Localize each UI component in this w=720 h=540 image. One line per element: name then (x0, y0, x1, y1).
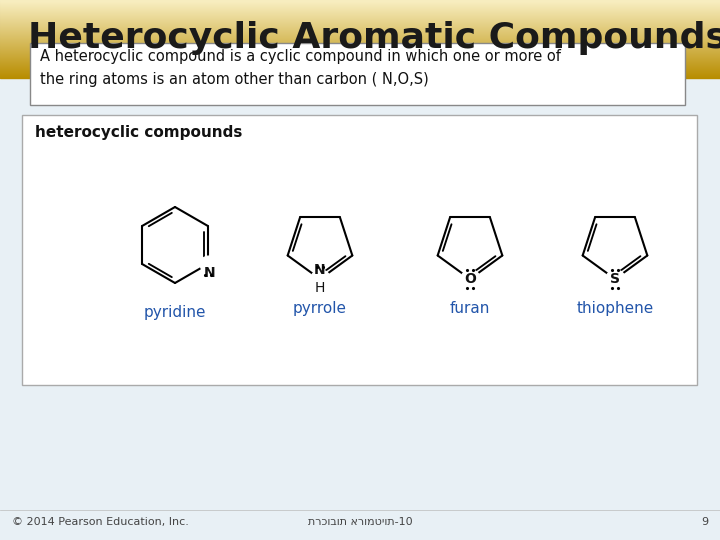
Bar (0, 47, 720, 48)
Text: heterocyclic compounds: heterocyclic compounds (35, 125, 243, 140)
Bar (0, 74, 720, 75)
Text: A heterocyclic compound is a cyclic compound in which one or more of
the ring at: A heterocyclic compound is a cyclic comp… (40, 49, 561, 87)
Bar (0, 68, 720, 69)
Bar (0, 22, 720, 23)
FancyBboxPatch shape (22, 115, 697, 385)
Bar (0, 4, 720, 5)
Bar (0, 63, 720, 64)
Bar (0, 6, 720, 7)
Bar (0, 33, 720, 34)
Bar (0, 54, 720, 55)
Bar (0, 72, 720, 73)
Text: O: O (464, 272, 476, 286)
Text: pyridine: pyridine (144, 305, 206, 320)
Text: 9: 9 (701, 517, 708, 527)
Bar (0, 44, 720, 45)
Bar (0, 29, 720, 30)
Bar (0, 77, 720, 78)
Bar (0, 76, 720, 77)
Bar (0, 59, 720, 60)
Bar (0, 34, 720, 35)
Bar (0, 0, 720, 1)
Bar (0, 24, 720, 25)
Text: © 2014 Pearson Education, Inc.: © 2014 Pearson Education, Inc. (12, 517, 189, 527)
Bar (0, 36, 720, 37)
Bar (0, 7, 720, 8)
Bar (0, 57, 720, 58)
Bar (0, 12, 720, 13)
Bar (0, 16, 720, 17)
Bar (0, 66, 720, 67)
Bar (0, 65, 720, 66)
Bar (0, 48, 720, 49)
Bar (0, 56, 720, 57)
Bar (0, 13, 720, 14)
Bar (0, 64, 720, 65)
Bar (0, 41, 720, 42)
Bar (0, 62, 720, 63)
FancyBboxPatch shape (30, 43, 685, 105)
Bar (0, 31, 720, 32)
Bar (0, 18, 720, 19)
Bar (0, 11, 720, 12)
Text: S: S (610, 272, 620, 286)
Text: N: N (314, 263, 326, 277)
Bar (0, 27, 720, 28)
Bar (0, 40, 720, 41)
Bar (0, 3, 720, 4)
Text: H: H (315, 281, 325, 295)
Text: Heterocyclic Aromatic Compounds: Heterocyclic Aromatic Compounds (28, 21, 720, 55)
Bar (0, 61, 720, 62)
Bar (0, 53, 720, 54)
Text: pyrrole: pyrrole (293, 301, 347, 316)
Bar (0, 17, 720, 18)
Bar (0, 15, 720, 16)
Bar (0, 73, 720, 74)
Bar (0, 5, 720, 6)
Bar (0, 55, 720, 56)
Bar (0, 49, 720, 50)
Bar (0, 42, 720, 43)
Bar (0, 50, 720, 51)
Bar (0, 37, 720, 38)
Bar (0, 19, 720, 20)
Bar (0, 46, 720, 47)
Bar (0, 70, 720, 71)
Text: furan: furan (450, 301, 490, 316)
Bar (0, 14, 720, 15)
Bar (0, 69, 720, 70)
Bar (0, 52, 720, 53)
Bar (0, 60, 720, 61)
Bar (0, 30, 720, 31)
Bar (0, 28, 720, 29)
Text: thiophene: thiophene (577, 301, 654, 316)
Bar (0, 58, 720, 59)
Bar (0, 71, 720, 72)
Bar (0, 26, 720, 27)
Bar (0, 10, 720, 11)
Bar (0, 25, 720, 26)
Bar (0, 23, 720, 24)
Bar (0, 75, 720, 76)
Bar (0, 1, 720, 2)
Bar (0, 35, 720, 36)
Bar (0, 45, 720, 46)
Bar (0, 9, 720, 10)
Bar (0, 39, 720, 40)
Text: N: N (204, 266, 216, 280)
Bar (0, 67, 720, 68)
Bar (0, 8, 720, 9)
Bar (0, 38, 720, 39)
Bar (0, 43, 720, 44)
Bar (0, 2, 720, 3)
Text: תרכובות ארומטיות-10: תרכובות ארומטיות-10 (307, 517, 413, 527)
Bar (0, 21, 720, 22)
Bar (0, 51, 720, 52)
Bar (0, 20, 720, 21)
Bar (0, 32, 720, 33)
